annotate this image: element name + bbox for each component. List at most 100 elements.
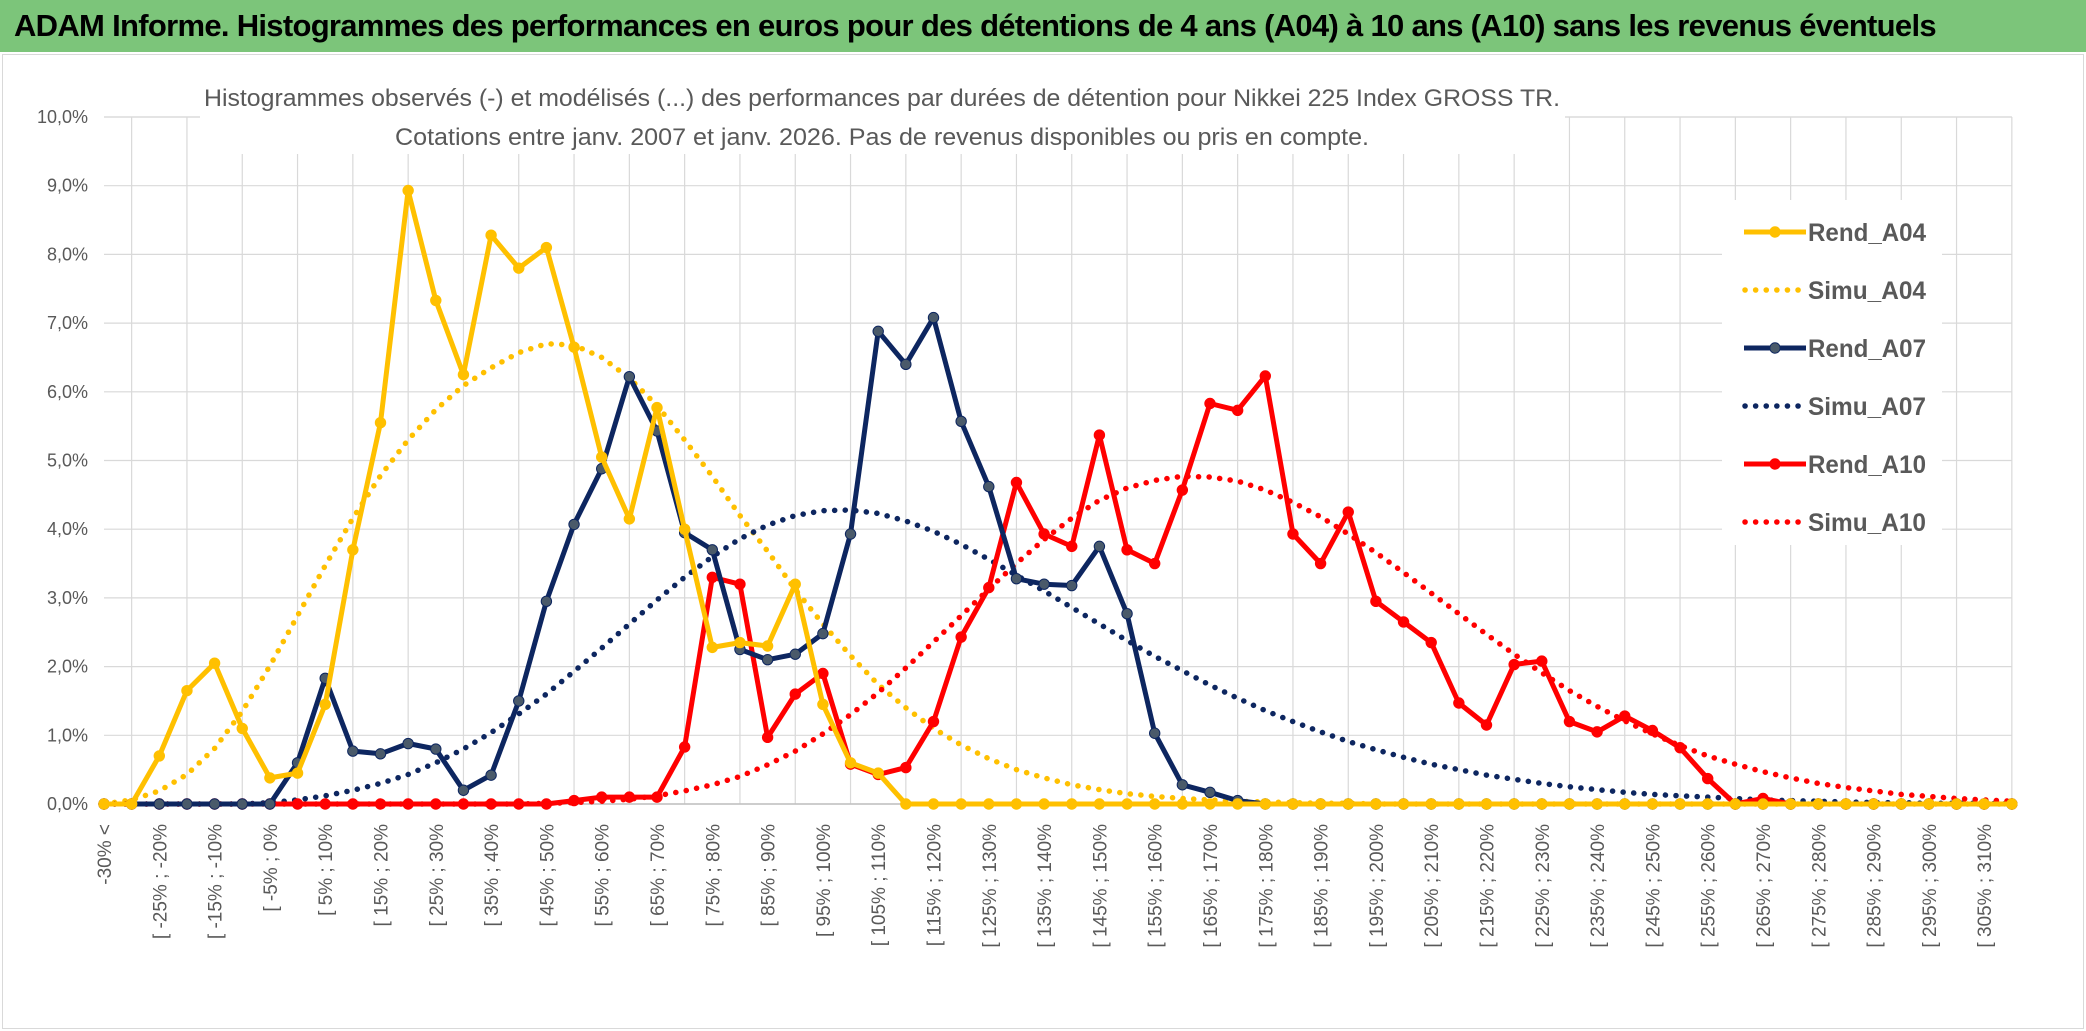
data-point <box>98 798 110 810</box>
data-point <box>817 698 829 711</box>
legend-label: Rend_A07 <box>1808 335 1926 363</box>
data-point <box>1425 798 1437 810</box>
data-point <box>402 184 414 197</box>
data-point <box>1176 798 1189 810</box>
x-tick-label: [ 185% ; 190% <box>1312 824 1333 948</box>
data-point <box>1480 798 1493 810</box>
data-point <box>761 640 774 652</box>
data-point <box>1397 616 1410 628</box>
title-banner: ADAM Informe. Histogrammes des performan… <box>0 0 2086 52</box>
data-point <box>1066 540 1078 553</box>
data-point <box>1176 484 1189 496</box>
data-point <box>291 798 304 810</box>
data-point <box>1784 798 1797 810</box>
legend-label: Simu_A04 <box>1808 277 1926 305</box>
data-point <box>734 636 746 649</box>
data-point <box>1176 779 1189 791</box>
legend-marker <box>1769 342 1781 354</box>
legend-item: Rend_A04 <box>1744 219 1926 247</box>
data-point <box>1702 772 1714 785</box>
data-point <box>1812 798 1825 810</box>
data-point <box>1259 798 1272 810</box>
data-point <box>457 368 470 381</box>
data-point <box>900 761 912 774</box>
data-point <box>1923 798 1935 810</box>
data-point <box>374 417 387 429</box>
data-point <box>1508 798 1520 810</box>
data-point <box>347 544 359 556</box>
x-tick-label: [ 225% ; 230% <box>1533 824 1554 948</box>
x-tick-label: [ 165% ; 170% <box>1201 824 1222 948</box>
data-point <box>955 631 967 643</box>
data-point <box>1453 798 1465 810</box>
data-point <box>1149 557 1161 570</box>
series-simu-a07 <box>101 507 2015 807</box>
data-point <box>1867 798 1880 810</box>
x-tick-label: [ 205% ; 210% <box>1422 824 1443 948</box>
x-tick-label: [ 115% ; 120% <box>925 824 946 946</box>
data-point <box>678 741 691 753</box>
data-point <box>789 688 801 700</box>
legend-marker <box>1769 226 1781 238</box>
data-point <box>1287 798 1299 810</box>
legend-marker <box>1769 458 1781 470</box>
data-point <box>181 684 193 697</box>
data-point <box>153 798 166 810</box>
data-point <box>540 798 553 810</box>
data-point <box>596 791 608 803</box>
page-title: ADAM Informe. Histogrammes des performan… <box>14 8 1937 43</box>
data-point <box>1287 528 1299 540</box>
data-point <box>1508 658 1520 671</box>
data-point <box>1453 697 1465 709</box>
data-point <box>955 415 967 428</box>
data-point <box>983 798 995 810</box>
data-point <box>1950 798 1963 810</box>
data-point <box>236 798 248 810</box>
data-point <box>1066 579 1078 592</box>
y-tick-label: 1,0% <box>47 725 88 745</box>
data-point <box>1314 557 1327 570</box>
x-tick-label: [ 275% ; 280% <box>1809 824 1830 948</box>
data-point <box>1425 636 1437 649</box>
data-point <box>706 544 718 556</box>
x-tick-label: [ -5% ; 0% <box>261 824 282 912</box>
data-point <box>1093 540 1106 553</box>
data-point <box>734 578 746 590</box>
x-tick-label: [ 75% ; 80% <box>703 824 724 927</box>
chart-title: Histogrammes observés (-) et modélisés (… <box>204 85 1560 112</box>
x-tick-label: [ 15% ; 20% <box>372 824 393 927</box>
legend-label: Simu_A07 <box>1808 393 1926 421</box>
data-point <box>1619 710 1631 722</box>
legend-background <box>1722 200 1942 545</box>
data-point <box>789 648 801 660</box>
data-point <box>817 667 829 680</box>
data-point <box>1674 741 1686 754</box>
x-tick-label: [ 105% ; 110% <box>869 824 890 946</box>
data-point <box>872 325 884 338</box>
data-point <box>1895 798 1907 810</box>
y-tick-label: 6,0% <box>47 382 88 402</box>
data-point <box>623 513 636 525</box>
data-point <box>319 698 331 711</box>
data-point <box>1010 798 1023 810</box>
data-point <box>1010 476 1023 489</box>
x-tick-label: [ 35% ; 40% <box>482 824 503 927</box>
x-tick-label: [ 255% ; 260% <box>1699 824 1720 948</box>
data-point <box>623 370 636 383</box>
data-point <box>181 798 193 810</box>
x-tick-label: [ 295% ; 300% <box>1920 824 1941 948</box>
x-tick-label: [ 175% ; 180% <box>1256 824 1277 948</box>
legend-item: Rend_A10 <box>1744 451 1926 479</box>
x-tick-label: [ 25% ; 30% <box>427 824 448 927</box>
chart-subtitle: Cotations entre janv. 2007 et janv. 2026… <box>395 124 1369 151</box>
data-point <box>1259 370 1272 382</box>
y-tick-label: 2,0% <box>47 657 88 677</box>
legend-label: Rend_A10 <box>1808 451 1926 479</box>
data-point <box>927 311 940 324</box>
data-point <box>706 641 718 654</box>
data-point <box>513 695 525 707</box>
data-point <box>1840 798 1852 810</box>
data-point <box>1038 798 1050 810</box>
data-point <box>1702 798 1714 810</box>
data-point <box>430 294 442 307</box>
